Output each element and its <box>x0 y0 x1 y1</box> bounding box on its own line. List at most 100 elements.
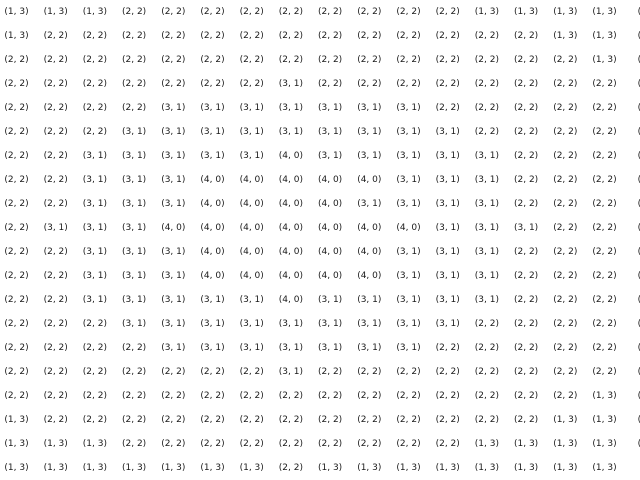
grid-cell: (2, 2) <box>553 79 578 89</box>
grid-cell: (2, 2) <box>396 391 421 401</box>
grid-cell: (2, 2) <box>513 151 539 161</box>
grid-cell: (2, 2) <box>161 79 186 89</box>
grid-cell: (3, <box>624 192 640 216</box>
grid-cell: (2, 2) <box>513 367 539 377</box>
grid-cell: (2, 2) <box>592 367 617 377</box>
grid-cell: (4, 0) <box>357 271 382 281</box>
grid-cell: (2, 2) <box>239 31 264 41</box>
grid-cell: (2, 2) <box>435 439 460 449</box>
grid-cell: (3, 1) <box>474 295 499 305</box>
grid-cell: (2, 2) <box>553 271 578 281</box>
grid-cell: (2, 2) <box>474 367 499 377</box>
grid-cell: (3, 1) <box>435 319 460 329</box>
grid-cell: (2, 2) <box>278 7 303 17</box>
grid-cell: (3, 1) <box>121 127 147 137</box>
grid-cell: (4, 0) <box>317 199 343 209</box>
grid-cell: (2, 2) <box>435 391 460 401</box>
grid-cell: (2, 2) <box>357 31 382 41</box>
grid-cell: (2, 2) <box>278 415 303 425</box>
grid-cell: (2, <box>624 144 640 168</box>
grid-cell: (2, 2) <box>200 439 225 449</box>
grid-cell: (4, 0) <box>200 175 225 185</box>
grid-cell: (2, 2) <box>592 247 617 257</box>
grid-cell: (2, 2) <box>317 79 343 89</box>
grid-cell: (1, 3) <box>43 7 68 17</box>
grid-cell: (2, 2) <box>553 103 578 113</box>
grid-cell: (3, 1) <box>82 199 107 209</box>
grid-cell: (2, 2) <box>396 7 421 17</box>
grid-cell: (2, 2) <box>278 391 303 401</box>
grid-cell: (2, 2) <box>239 55 264 65</box>
grid-cell: (2, 2) <box>4 343 29 353</box>
grid-cell: (1, <box>624 72 640 96</box>
grid-cell: (2, 2) <box>435 103 460 113</box>
grid-cell: (1, <box>624 24 640 48</box>
grid-cell: (3, 1) <box>396 199 421 209</box>
grid-cell: (2, <box>624 168 640 192</box>
grid-cell: (3, 1) <box>82 295 107 305</box>
grid-cell: (3, 1) <box>239 319 264 329</box>
grid-cell: (2, 2) <box>396 367 421 377</box>
grid-cell: (1, 3) <box>592 7 617 17</box>
grid-cell: (2, 2) <box>513 295 539 305</box>
grid-cell: (4, 0) <box>200 247 225 257</box>
grid-cell: (2, 2) <box>239 7 264 17</box>
grid-cell: (1, 3) <box>43 439 68 449</box>
grid-cell: (3, 1) <box>396 295 421 305</box>
grid-cell: (2, 2) <box>4 391 29 401</box>
grid-cell: (3, 1) <box>121 151 147 161</box>
grid-cell: (1, 3) <box>357 463 382 473</box>
grid-cell: (3, 1) <box>239 103 264 113</box>
grid-cell: (2, 2) <box>200 391 225 401</box>
grid-cell: (3, 1) <box>239 295 264 305</box>
grid-cell: (1, 3) <box>474 439 499 449</box>
grid-cell: (3, 1) <box>435 271 460 281</box>
grid-cell: (1, <box>624 96 640 120</box>
grid-cell: (2, 2) <box>592 271 617 281</box>
grid-cell: (4, 0) <box>278 295 303 305</box>
grid-cell: (4, 0) <box>317 247 343 257</box>
grid-cell: (2, 2) <box>278 55 303 65</box>
grid-cell: (2, 2) <box>43 343 68 353</box>
grid-cell: (2, <box>624 288 640 312</box>
grid-cell: (3, 1) <box>396 103 421 113</box>
grid-cell: (2, 2) <box>82 127 107 137</box>
grid-cell: (1, 3) <box>513 7 539 17</box>
grid-cell: (2, 2) <box>200 367 225 377</box>
grid-cell: (2, 2) <box>474 343 499 353</box>
grid-cell: (4, 0) <box>278 175 303 185</box>
grid-cell: (2, 2) <box>357 79 382 89</box>
grid-cell: (3, 1) <box>121 175 147 185</box>
grid-cell: (3, 1) <box>82 223 107 233</box>
grid-cell: (2, 2) <box>200 7 225 17</box>
grid-cell: (2, 2) <box>4 223 29 233</box>
grid-cell: (1, 3) <box>592 55 617 65</box>
grid-cell: (2, 2) <box>121 343 147 353</box>
grid-cell: (2, 2) <box>357 415 382 425</box>
grid-cell: (2, 2) <box>161 31 186 41</box>
grid-cell: (4, 0) <box>357 175 382 185</box>
grid-cell: (2, 2) <box>82 343 107 353</box>
grid-cell: (2, 2) <box>161 439 186 449</box>
grid-cell: (2, 2) <box>513 79 539 89</box>
grid-cell: (3, 1) <box>474 223 499 233</box>
grid-cell: (1, 3) <box>592 415 617 425</box>
grid-cell: (2, 2) <box>553 151 578 161</box>
grid-cell: (2, 2) <box>121 55 147 65</box>
grid-cell: (2, 2) <box>4 127 29 137</box>
grid-cell: (2, 2) <box>513 391 539 401</box>
grid-cell: (1, 3) <box>4 31 29 41</box>
grid-cell: (1, 3) <box>82 7 107 17</box>
grid-cell: (2, 2) <box>474 415 499 425</box>
grid-cell: (1, 3) <box>435 463 460 473</box>
grid-cell: (3, 1) <box>200 151 225 161</box>
grid-cell: (2, 2) <box>121 103 147 113</box>
grid-cell: (3, 1) <box>317 319 343 329</box>
grid-cell: (3, 1) <box>396 175 421 185</box>
grid-cell: (1, 3) <box>396 463 421 473</box>
grid-cell: (2, 2) <box>357 367 382 377</box>
grid-cell: (3, 1) <box>161 271 186 281</box>
grid-cell: (2, 2) <box>396 415 421 425</box>
grid-cell: (3, 1) <box>396 343 421 353</box>
